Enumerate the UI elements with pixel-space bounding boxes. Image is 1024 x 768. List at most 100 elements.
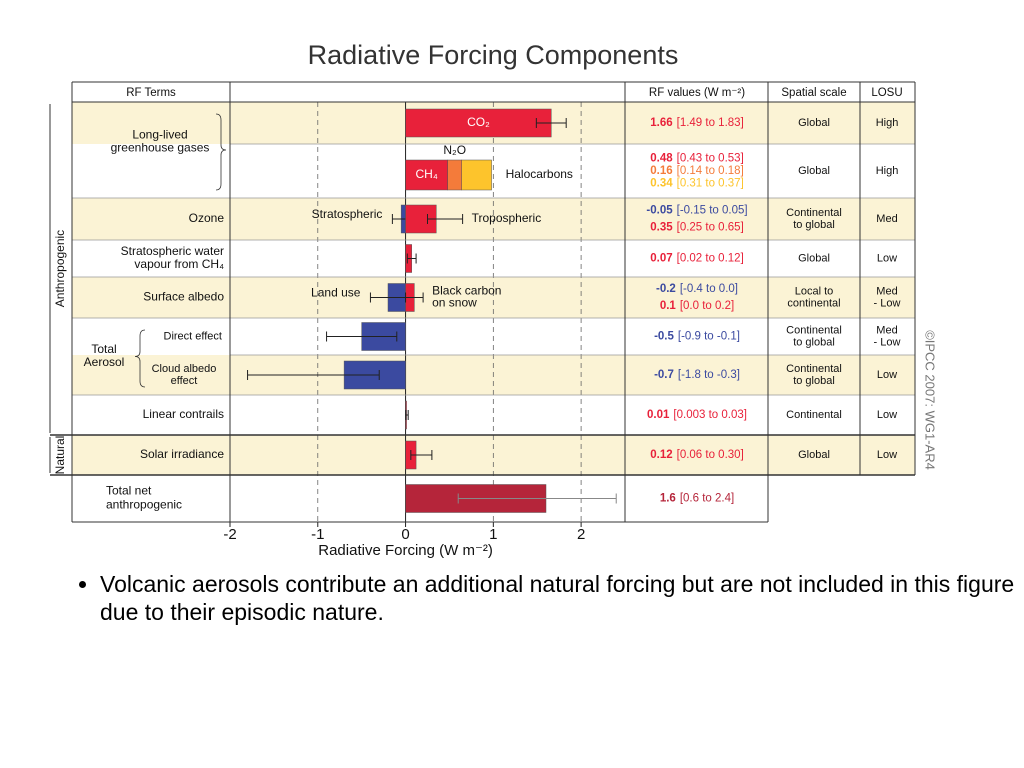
spatial-scale: Local to xyxy=(795,285,834,297)
rf-value: -0.7 [-1.8 to -0.3] xyxy=(654,369,740,381)
bullet-list: Volcanic aerosols contribute an addition… xyxy=(60,570,1024,626)
x-tick-label: -1 xyxy=(311,526,324,543)
rf-range: [0.003 to 0.03] xyxy=(673,409,747,421)
bar xyxy=(405,108,552,138)
rf-value: 1.66 [1.49 to 1.83] xyxy=(650,117,744,129)
column-header: RF values (W m⁻²) xyxy=(649,87,745,99)
rf-value: 0.01 [0.003 to 0.03] xyxy=(647,409,747,421)
spatial-scale: to global xyxy=(793,336,835,348)
error-bar xyxy=(405,410,409,420)
rf-range: [0.02 to 0.12] xyxy=(677,253,744,265)
bar-label: N₂O xyxy=(443,143,466,157)
rf-value: -0.2 [-0.4 to 0.0] xyxy=(656,283,738,295)
rf-value: 0.07 [0.02 to 0.12] xyxy=(650,253,744,265)
term-label: Surface albedo xyxy=(143,290,224,304)
spatial-scale: to global xyxy=(793,375,835,387)
losu: Low xyxy=(877,449,897,461)
section-label: Natural xyxy=(53,436,67,475)
rf-value: 0.12 [0.06 to 0.30] xyxy=(650,449,744,461)
error-bar xyxy=(326,331,398,342)
rf-range: [0.06 to 0.30] xyxy=(677,449,744,461)
term-label: Total net xyxy=(106,484,152,498)
term-label: Solar irradiance xyxy=(140,447,224,461)
rf-value-number: 0.16 xyxy=(650,165,672,177)
rf-value-number: 1.6 xyxy=(660,493,676,505)
group-label: Long-lived xyxy=(132,128,187,142)
rf-value-number: -0.7 xyxy=(654,369,674,381)
rf-range: [0.25 to 0.65] xyxy=(677,222,744,234)
term-label: Linear contrails xyxy=(143,407,224,421)
error-bar xyxy=(406,253,417,264)
bar-label: Land use xyxy=(311,286,361,300)
losu: - Low xyxy=(874,297,901,309)
rf-range: [0.31 to 0.37] xyxy=(677,178,744,190)
rf-value-number: 0.34 xyxy=(650,178,673,190)
rf-value-number: 0.1 xyxy=(660,300,677,312)
column-header: Spatial scale xyxy=(781,87,846,99)
rf-value: -0.05 [-0.15 to 0.05] xyxy=(646,205,747,217)
rf-value-number: -0.2 xyxy=(656,283,676,295)
group-label: greenhouse gases xyxy=(111,141,210,155)
rf-value: -0.5 [-0.9 to -0.1] xyxy=(654,331,740,343)
losu: Low xyxy=(877,369,897,381)
term-label: vapour from CH₄ xyxy=(134,257,224,271)
losu: High xyxy=(876,165,899,177)
brace xyxy=(134,329,146,388)
rf-value: 0.34 [0.31 to 0.37] xyxy=(650,178,744,190)
rf-value-number: 1.66 xyxy=(650,117,672,129)
rf-value: 0.16 [0.14 to 0.18] xyxy=(650,165,744,177)
x-axis-label: Radiative Forcing (W m⁻²) xyxy=(318,542,493,559)
spatial-scale: Global xyxy=(798,449,830,461)
group-label: Aerosol xyxy=(84,355,125,369)
term-label: anthropogenic xyxy=(106,498,182,512)
bar-label: Halocarbons xyxy=(506,167,573,181)
x-tick-label: 2 xyxy=(577,526,585,543)
term-label: Ozone xyxy=(189,211,225,225)
bar-label: CO₂ xyxy=(467,115,490,129)
group-label: Total xyxy=(91,342,116,356)
x-tick-label: 1 xyxy=(489,526,497,543)
spatial-scale: Continental xyxy=(786,409,842,421)
error-bar xyxy=(405,292,424,303)
bar xyxy=(461,159,492,191)
rf-range: [-1.8 to -0.3] xyxy=(678,369,740,381)
spatial-scale: Global xyxy=(798,117,830,129)
term-label: Direct effect xyxy=(164,330,223,342)
credit: ©IPCC 2007: WG1-AR4 xyxy=(923,330,938,470)
error-bar xyxy=(457,493,617,504)
losu: Med xyxy=(876,285,897,297)
error-bar xyxy=(247,370,380,380)
rf-value-number: 0.48 xyxy=(650,153,673,165)
losu: Low xyxy=(877,409,897,421)
rf-range: [0.6 to 2.4] xyxy=(680,493,734,505)
spatial-scale: to global xyxy=(793,219,835,231)
term-label: Cloud albedo xyxy=(152,363,217,375)
bar xyxy=(447,159,462,191)
rf-value: 1.6 [0.6 to 2.4] xyxy=(660,493,734,505)
error-bar xyxy=(410,450,433,460)
losu: Med xyxy=(876,324,897,336)
column-header: LOSU xyxy=(871,87,902,99)
bar-label: CH₄ xyxy=(416,167,438,181)
rf-value-number: 0.12 xyxy=(650,449,672,461)
bar-label: on snow xyxy=(432,296,477,310)
section-label: Anthropogenic xyxy=(53,230,67,307)
bar-label: Stratospheric xyxy=(312,207,383,221)
rf-range: [-0.15 to 0.05] xyxy=(677,205,748,217)
column-header: RF Terms xyxy=(126,87,176,99)
rf-value: 0.48 [0.43 to 0.53] xyxy=(650,153,744,165)
rf-range: [1.49 to 1.83] xyxy=(677,117,744,129)
term-label: effect xyxy=(171,375,198,387)
bar-label: Tropospheric xyxy=(472,211,542,225)
rf-value: 0.1 [0.0 to 0.2] xyxy=(660,300,734,312)
bar xyxy=(405,159,448,191)
rf-value-number: -0.05 xyxy=(646,205,673,217)
spatial-scale: continental xyxy=(787,297,840,309)
rf-range: [-0.4 to 0.0] xyxy=(680,283,738,295)
spatial-scale: Global xyxy=(798,252,830,264)
rf-value-number: -0.5 xyxy=(654,331,674,343)
rf-range: [0.43 to 0.53] xyxy=(677,153,744,165)
losu: - Low xyxy=(874,336,901,348)
